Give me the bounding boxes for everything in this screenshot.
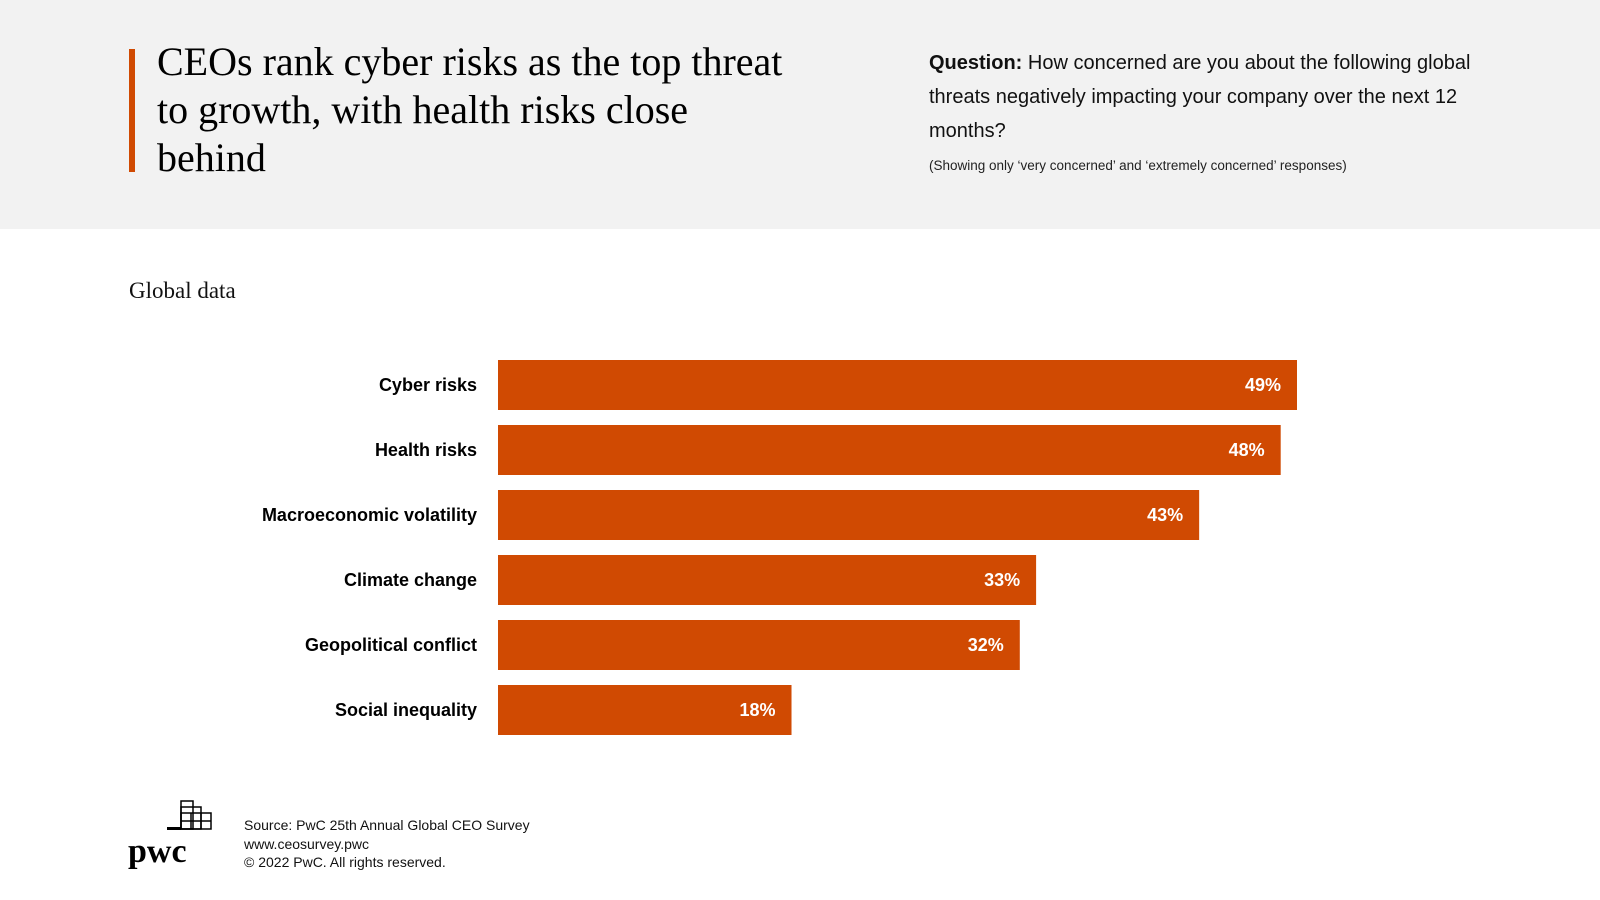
bar-3 <box>498 555 1037 605</box>
header-panel: CEOs rank cyber risks as the top threat … <box>0 0 1600 229</box>
survey-question: Question: How concerned are you about th… <box>929 46 1489 148</box>
source-url[interactable]: www.ceosurvey.pwc <box>244 835 370 852</box>
logo-wordmark: pwc <box>128 833 187 870</box>
chart-subtitle: Global data <box>129 278 236 303</box>
data-label: 32% <box>968 635 1004 655</box>
category-label: Cyber risks <box>379 375 477 395</box>
category-label: Macroeconomic volatility <box>262 505 477 525</box>
data-label: 43% <box>1147 505 1183 525</box>
pwc-logo-icon: pwc <box>128 800 212 870</box>
pwc-logo: pwc <box>128 800 218 875</box>
category-label: Geopolitical conflict <box>305 635 477 655</box>
bar-4 <box>498 620 1020 670</box>
bar-5 <box>498 685 792 735</box>
data-label: 48% <box>1229 440 1265 460</box>
source-text: Source: PwC 25th Annual Global CEO Surve… <box>244 817 530 833</box>
question-text: How concerned are you about the followin… <box>929 52 1471 142</box>
title-accent-bar <box>129 49 135 172</box>
question-label: Question: <box>929 52 1023 74</box>
bar-2 <box>498 490 1200 540</box>
footer: Source: PwC 25th Annual Global CEO Surve… <box>244 816 530 872</box>
bar-0 <box>498 360 1297 410</box>
category-label: Social inequality <box>335 700 477 720</box>
category-label: Climate change <box>344 570 477 590</box>
category-label: Health risks <box>375 440 477 460</box>
data-label: 33% <box>984 570 1020 590</box>
bar-chart: Cyber risks 49% Health risks 48% Macroeconom… <box>262 360 1297 735</box>
copyright-text: © 2022 PwC. All rights reserved. <box>244 854 446 870</box>
data-label: 18% <box>739 700 775 720</box>
page-title: CEOs rank cyber risks as the top threat … <box>157 39 783 180</box>
data-label: 49% <box>1245 375 1281 395</box>
response-note: (Showing only ‘very concerned’ and ‘extr… <box>929 158 1347 173</box>
bar-1 <box>498 425 1281 475</box>
